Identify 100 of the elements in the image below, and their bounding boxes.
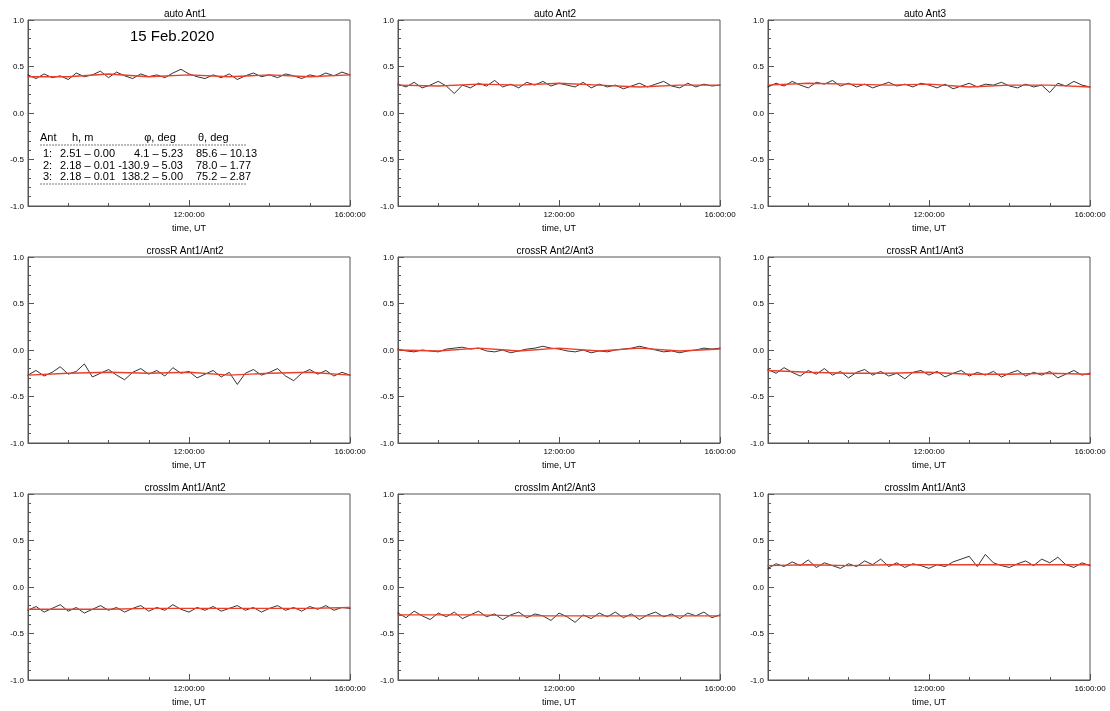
y-tick-label: 0.5	[12, 62, 25, 71]
y-tick-label: 1.0	[382, 15, 395, 25]
x-axis-title: time, UT	[911, 222, 947, 233]
y-tick-label: 1.0	[752, 489, 765, 499]
line-series	[27, 68, 351, 80]
y-tick-label: -1.0	[10, 201, 25, 211]
y-tick-label: 0.0	[752, 345, 765, 355]
y-tick-label: -1.0	[10, 675, 25, 685]
annotation: 75.2 – 2.87	[196, 170, 252, 182]
x-tick-label: 12:00:00	[913, 446, 946, 456]
line-series	[397, 610, 721, 623]
y-tick-label: -0.5	[10, 629, 25, 638]
y-tick-label: 0.5	[382, 299, 395, 308]
chart-title: crossIm Ant1/Ant3	[884, 481, 967, 493]
annotation: 2:	[43, 158, 53, 171]
y-tick-label: 0.5	[382, 62, 395, 71]
y-tick-label: 0.0	[12, 582, 25, 592]
x-tick-label: 12:00:00	[543, 209, 576, 219]
y-tick-label: 0.5	[382, 536, 395, 545]
x-axis-title: time, UT	[911, 696, 947, 707]
y-tick-label: -1.0	[380, 201, 395, 211]
annotation: Ant	[40, 131, 57, 143]
x-tick-label: 12:00:00	[173, 209, 206, 219]
y-tick-label: -0.5	[750, 392, 765, 401]
annotation: 85.6 – 10.13	[196, 147, 258, 159]
line-series	[767, 367, 1091, 380]
y-tick-label: 0.0	[12, 108, 25, 118]
y-tick-label: 0.0	[382, 108, 395, 118]
y-tick-label: -0.5	[750, 629, 765, 638]
annotation: 138.2 – 5.00	[121, 170, 183, 182]
annotation: θ, deg	[198, 131, 229, 143]
annotation: 4.1 – 5.23	[134, 147, 183, 159]
x-axis-title: time, UT	[171, 696, 207, 707]
x-tick-label: 16:00:00	[334, 683, 367, 693]
x-tick-label: 16:00:00	[334, 209, 367, 219]
y-tick-label: -1.0	[380, 438, 395, 448]
annotation: -130.9 – 5.03	[118, 158, 183, 171]
x-axis-title: time, UT	[541, 459, 577, 470]
y-tick-label: -0.5	[10, 392, 25, 401]
y-tick-label: 0.0	[12, 345, 25, 355]
y-tick-label: 1.0	[752, 252, 765, 262]
annotation: φ, deg	[144, 131, 176, 143]
y-tick-label: -0.5	[10, 155, 25, 164]
y-tick-label: -1.0	[750, 675, 765, 685]
y-tick-label: 1.0	[382, 489, 395, 499]
y-tick-label: 0.5	[752, 536, 765, 545]
chart-title: auto Ant1	[163, 7, 207, 19]
chart-title: crossR Ant2/Ant3	[516, 244, 595, 256]
y-tick-label: 1.0	[382, 252, 395, 262]
x-tick-label: 16:00:00	[704, 446, 737, 456]
x-axis-title: time, UT	[911, 459, 947, 470]
annotation: 2.18 – 0.01	[60, 158, 116, 171]
y-tick-label: 1.0	[12, 252, 25, 262]
y-tick-label: 0.5	[12, 536, 25, 545]
x-tick-label: 16:00:00	[1074, 209, 1107, 219]
y-tick-label: 0.0	[382, 582, 395, 592]
x-axis-title: time, UT	[541, 696, 577, 707]
y-tick-label: -1.0	[380, 675, 395, 685]
x-tick-label: 12:00:00	[543, 683, 576, 693]
line-series	[767, 554, 1091, 569]
chart-title: crossR Ant1/Ant2	[146, 244, 225, 256]
annotation: 15 Feb.2020	[130, 27, 215, 44]
y-tick-label: -1.0	[750, 438, 765, 448]
annotation: h, m	[72, 131, 94, 143]
x-tick-label: 12:00:00	[173, 446, 206, 456]
chart-title: auto Ant2	[533, 7, 577, 19]
y-tick-label: 0.5	[752, 299, 765, 308]
annotation: 2.18 – 0.01	[60, 170, 116, 182]
y-tick-label: -0.5	[750, 155, 765, 164]
y-tick-label: 1.0	[12, 489, 25, 499]
annotation: 78.0 – 1.77	[196, 158, 252, 171]
y-tick-label: 1.0	[12, 15, 25, 25]
y-tick-label: 0.0	[382, 345, 395, 355]
x-tick-label: 12:00:00	[543, 446, 576, 456]
y-tick-label: -1.0	[750, 201, 765, 211]
x-tick-label: 16:00:00	[704, 209, 737, 219]
y-tick-label: -0.5	[380, 155, 395, 164]
chart-title: auto Ant3	[903, 7, 947, 19]
annotation: 2.51 – 0.00	[60, 147, 116, 159]
x-axis-title: time, UT	[171, 459, 207, 470]
x-tick-label: 16:00:00	[1074, 446, 1107, 456]
x-tick-label: 12:00:00	[913, 209, 946, 219]
x-tick-label: 16:00:00	[334, 446, 367, 456]
x-tick-label: 16:00:00	[1074, 683, 1107, 693]
x-tick-label: 12:00:00	[913, 683, 946, 693]
y-tick-label: -1.0	[10, 438, 25, 448]
chart-title: crossIm Ant1/Ant2	[144, 481, 227, 493]
y-tick-label: 1.0	[752, 15, 765, 25]
chart-title: crossR Ant1/Ant3	[886, 244, 965, 256]
chart-title: crossIm Ant2/Ant3	[514, 481, 597, 493]
y-tick-label: 0.0	[752, 108, 765, 118]
x-tick-label: 16:00:00	[704, 683, 737, 693]
y-tick-label: -0.5	[380, 392, 395, 401]
x-axis-title: time, UT	[541, 222, 577, 233]
y-tick-label: -0.5	[380, 629, 395, 638]
x-axis-title: time, UT	[171, 222, 207, 233]
y-tick-label: 0.5	[12, 299, 25, 308]
y-tick-label: 0.0	[752, 582, 765, 592]
annotation: 1:	[43, 147, 53, 159]
annotation: 3:	[43, 170, 53, 182]
